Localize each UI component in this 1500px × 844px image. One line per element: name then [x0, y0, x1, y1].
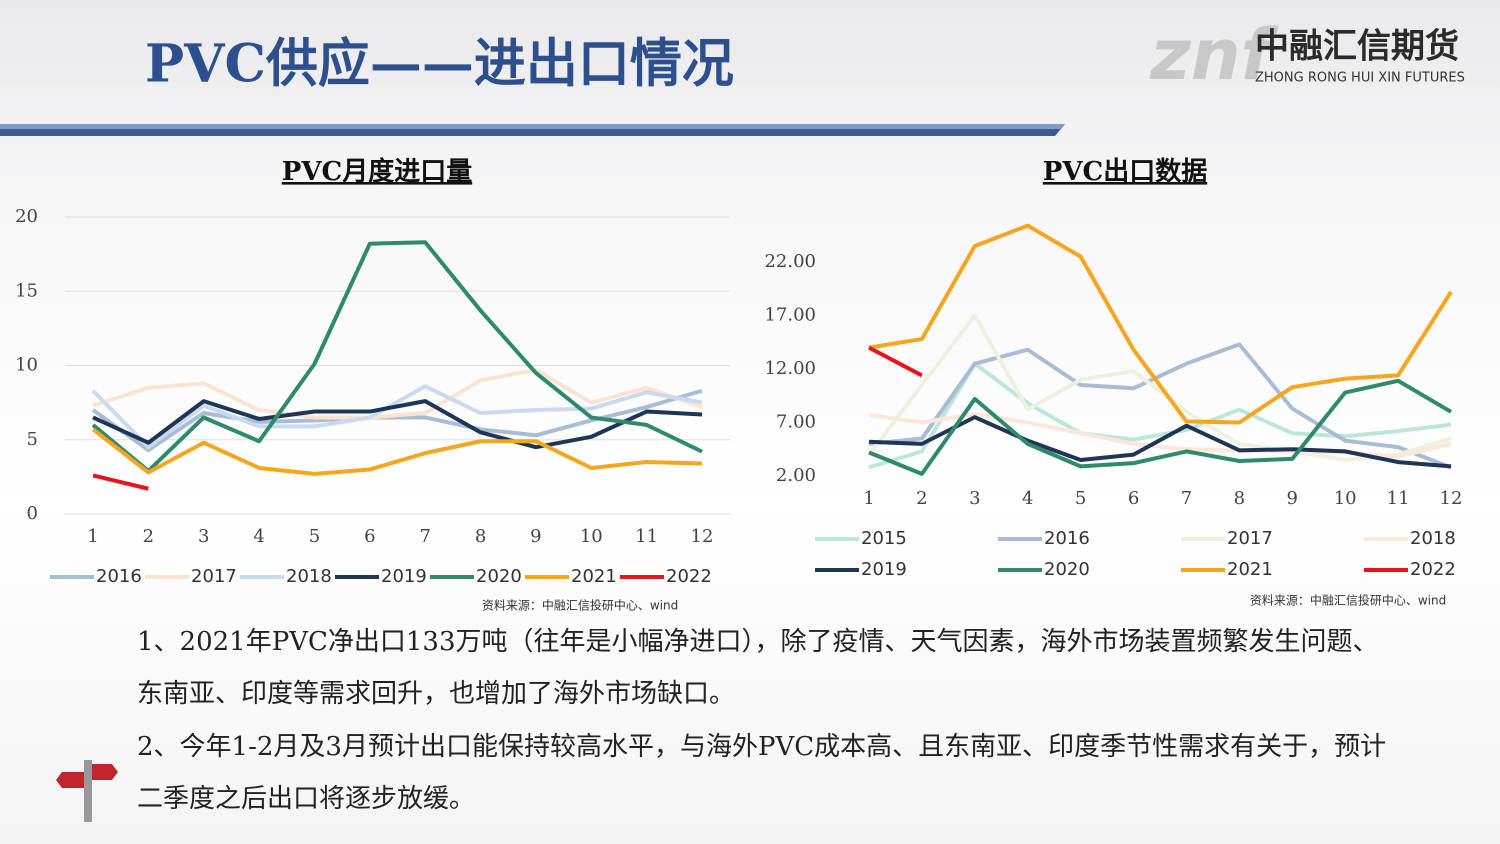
- series-line: [868, 342, 1452, 470]
- y-tick-label: 20: [15, 206, 38, 227]
- y-tick-label: 0: [27, 503, 38, 524]
- series-line: [92, 399, 703, 450]
- legend-label: 2022: [1410, 559, 1456, 580]
- legend-label: 2020: [1044, 559, 1090, 580]
- y-tick-label: 12.00: [764, 358, 816, 379]
- x-tick-label: 1: [87, 526, 98, 547]
- slide-title: PVC供应——进出口情况: [145, 34, 734, 95]
- y-tick-label: 5: [27, 429, 38, 450]
- series-line: [92, 473, 149, 491]
- legend-label: 2017: [1227, 528, 1273, 549]
- x-tick-label: 9: [1287, 488, 1298, 509]
- x-tick-label: 6: [1128, 488, 1139, 509]
- x-tick-label: 12: [1440, 488, 1463, 509]
- x-tick-label: 7: [1181, 488, 1192, 509]
- series-line: [868, 378, 1453, 476]
- x-tick-label: 8: [1234, 488, 1245, 509]
- y-tick-label: 15: [15, 280, 38, 301]
- x-tick-label: 5: [309, 526, 320, 547]
- y-tick-label: 7.00: [776, 412, 816, 433]
- x-tick-label: 10: [580, 526, 603, 547]
- series-line: [91, 240, 703, 473]
- legend-label: 2017: [191, 566, 237, 587]
- x-tick-label: 11: [635, 526, 658, 547]
- x-tick-label: 2: [143, 526, 154, 547]
- x-tick-label: 3: [969, 488, 980, 509]
- y-tick-label: 17.00: [764, 305, 816, 326]
- x-tick-label: 7: [419, 526, 430, 547]
- legend-label: 2016: [1044, 528, 1090, 549]
- y-tick-label: 2.00: [776, 465, 816, 486]
- legend-label: 2022: [666, 566, 712, 587]
- signpost-icon: [56, 760, 118, 822]
- series-line: [868, 223, 1453, 425]
- x-tick-label: 4: [1022, 488, 1033, 509]
- legend-label: 2015: [861, 528, 907, 549]
- legend-label: 2019: [861, 559, 907, 580]
- series-line: [91, 384, 703, 450]
- chart-title: PVC月度进口量: [282, 156, 472, 187]
- note: 1、2021年PVC净出口133万吨（往年是小幅净进口），除了疫情、天气因素，海…: [137, 627, 1379, 709]
- x-tick-label: 9: [530, 526, 541, 547]
- logo-name: 中融汇信期货: [1255, 27, 1459, 67]
- note: 2、今年1-2月及3月预计出口能保持较高水平，与海外PVC成本高、且东南亚、印度…: [137, 732, 1387, 814]
- legend-label: 2018: [286, 566, 332, 587]
- source-note: 资料来源：中融汇信投研中心、wind: [1250, 593, 1446, 608]
- x-tick-label: 11: [1387, 488, 1410, 509]
- x-tick-label: 1: [863, 488, 874, 509]
- x-tick-label: 12: [691, 526, 714, 547]
- legend-label: 2016: [96, 566, 142, 587]
- series-line: [91, 427, 703, 476]
- series-line: [867, 313, 1452, 462]
- series-line: [868, 415, 1452, 469]
- logo-subtitle: ZHONG RONG HUI XIN FUTURES: [1255, 71, 1465, 86]
- x-tick-label: 8: [475, 526, 486, 547]
- x-tick-label: 6: [364, 526, 375, 547]
- x-tick-label: 10: [1334, 488, 1357, 509]
- x-tick-label: 4: [253, 526, 264, 547]
- source-note: 资料来源：中融汇信投研中心、wind: [482, 598, 678, 613]
- x-tick-label: 3: [198, 526, 209, 547]
- x-tick-label: 2: [916, 488, 927, 509]
- y-tick-label: 10: [15, 355, 38, 376]
- legend-label: 2021: [571, 566, 617, 587]
- x-tick-label: 5: [1075, 488, 1086, 509]
- legend-label: 2019: [381, 566, 427, 587]
- y-tick-label: 22.00: [764, 251, 816, 272]
- series-line: [92, 367, 703, 420]
- legend-label: 2021: [1227, 559, 1273, 580]
- chart-title: PVC出口数据: [1043, 157, 1207, 187]
- logo-mark: znf: [1149, 14, 1279, 96]
- legend-label: 2018: [1410, 528, 1456, 549]
- legend-label: 2020: [476, 566, 522, 587]
- series-line: [868, 345, 923, 378]
- header-bar-highlight: [0, 124, 1065, 129]
